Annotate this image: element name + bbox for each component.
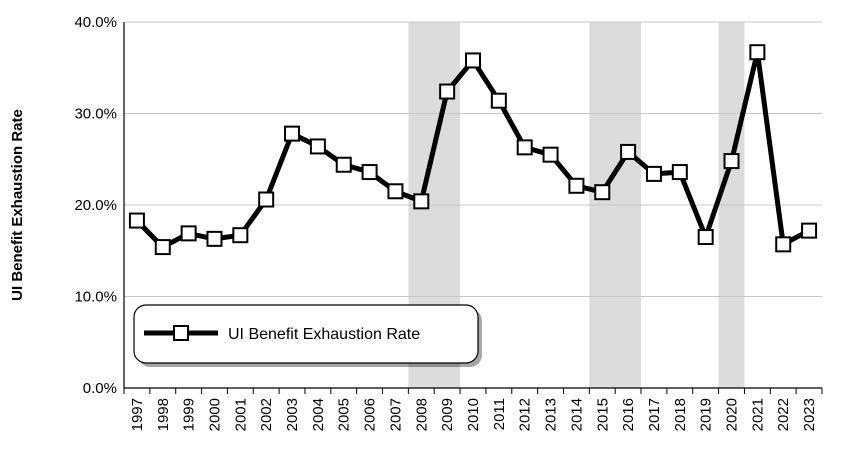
x-tick-label: 2007 bbox=[387, 398, 404, 431]
x-tick-label: 2013 bbox=[543, 398, 560, 431]
gridlines bbox=[124, 21, 822, 297]
series-line bbox=[135, 49, 811, 250]
x-tick-label: 2008 bbox=[413, 398, 430, 431]
data-point bbox=[206, 230, 223, 247]
y-tick-labels: 0.0% 10.0% 20.0% 30.0% 40.0% bbox=[74, 14, 117, 397]
data-point bbox=[568, 177, 585, 194]
x-tick-label: 2004 bbox=[310, 398, 327, 431]
x-tick-label: 1999 bbox=[181, 398, 198, 431]
data-point bbox=[232, 227, 249, 244]
x-tick-label: 2005 bbox=[336, 398, 353, 431]
x-tick-label: 2011 bbox=[491, 398, 508, 430]
x-tick-label: 2003 bbox=[284, 398, 301, 431]
y-tick-label: 0.0% bbox=[83, 380, 117, 397]
legend-box bbox=[133, 304, 479, 364]
data-point bbox=[128, 212, 145, 229]
x-tick-label: 2023 bbox=[801, 398, 818, 431]
y-tick-label: 10.0% bbox=[74, 289, 117, 306]
data-point bbox=[671, 164, 688, 181]
x-tick-label: 2022 bbox=[775, 398, 792, 431]
data-point bbox=[620, 143, 637, 160]
x-tick-label: 2019 bbox=[698, 398, 715, 431]
data-point bbox=[594, 184, 611, 201]
data-point bbox=[542, 146, 559, 163]
x-tick-label: 2010 bbox=[465, 398, 482, 431]
data-point bbox=[309, 138, 326, 155]
data-point bbox=[180, 225, 197, 242]
x-tick-label: 2012 bbox=[517, 398, 534, 431]
series-markers bbox=[128, 44, 818, 256]
series-line-0 bbox=[135, 49, 811, 250]
x-tick-label: 2017 bbox=[646, 398, 663, 431]
data-point bbox=[335, 156, 352, 173]
data-point bbox=[645, 165, 662, 182]
data-point bbox=[723, 153, 740, 170]
data-point bbox=[749, 44, 766, 61]
y-tick-label: 40.0% bbox=[74, 14, 117, 31]
data-point bbox=[284, 125, 301, 142]
data-point bbox=[413, 193, 430, 210]
legend-label: UI Benefit Exhaustion Rate bbox=[228, 326, 420, 343]
x-tick-label: 1997 bbox=[129, 398, 146, 431]
x-tick-label: 2015 bbox=[594, 398, 611, 431]
x-tick-label: 2009 bbox=[439, 398, 456, 431]
y-tick-label: 20.0% bbox=[74, 197, 117, 214]
data-point bbox=[361, 164, 378, 181]
x-tick-label: 2006 bbox=[362, 398, 379, 431]
data-point bbox=[258, 191, 275, 208]
y-tick-label: 30.0% bbox=[74, 106, 117, 123]
x-tick-label: 2000 bbox=[206, 398, 223, 431]
legend-marker bbox=[173, 325, 189, 341]
legend: UI Benefit Exhaustion Rate bbox=[133, 304, 482, 367]
data-point bbox=[697, 229, 714, 246]
x-tick-label: 2020 bbox=[724, 398, 741, 431]
x-tick-labels: 1997 1998 1999 2000 2001 2002 2003 2004 2005 2006… bbox=[129, 398, 818, 431]
x-tick-label: 2001 bbox=[232, 398, 249, 431]
data-point bbox=[154, 239, 171, 256]
axes bbox=[123, 22, 823, 394]
x-tick-label: 2018 bbox=[672, 398, 689, 431]
x-tick-label: 2021 bbox=[749, 398, 766, 431]
x-tick-label: 2014 bbox=[568, 398, 585, 431]
data-point bbox=[775, 236, 792, 253]
x-tick-label: 2016 bbox=[620, 398, 637, 431]
data-point bbox=[801, 222, 818, 239]
data-point bbox=[490, 92, 507, 109]
data-point bbox=[439, 83, 456, 100]
data-point bbox=[465, 52, 481, 69]
y-axis-title: UI Benefit Exhaustion Rate bbox=[9, 109, 26, 301]
x-tick-label: 2002 bbox=[258, 398, 275, 431]
x-tick-label: 1998 bbox=[155, 398, 172, 431]
data-point bbox=[387, 183, 404, 200]
data-point bbox=[516, 139, 533, 156]
